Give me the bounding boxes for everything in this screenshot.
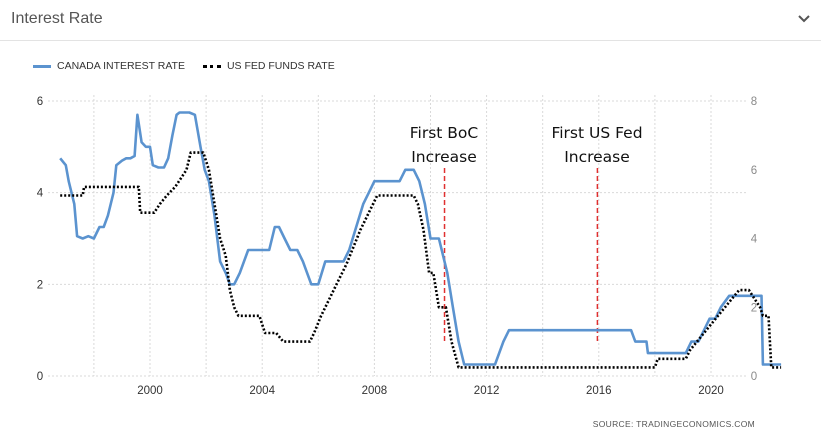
legend-label-us: US FED FUNDS RATE	[226, 60, 335, 72]
annotation-fed-line1: First US Fed	[551, 124, 642, 142]
series-lines	[59, 111, 782, 369]
y-left-tick-label: 6	[37, 96, 43, 108]
annotation-boc-line1: First BoC	[410, 124, 479, 142]
axis-ticks: 0 2 4 6 0 2 4 6 8 2000 2004 2008 2012 2016 2020	[37, 96, 758, 397]
legend-label-canada: CANADA INTEREST RATE	[57, 60, 185, 72]
legend-item-us[interactable]: US FED FUNDS RATE	[202, 60, 335, 72]
annotation-text: First BoC Increase First US Fed Increase	[410, 124, 643, 166]
panel-header: Interest Rate	[0, 0, 821, 41]
chevron-down-icon[interactable]	[796, 11, 812, 27]
y-right-tick-label: 6	[751, 165, 757, 177]
source-credit: SOURCE: TRADINGECONOMICS.COM	[592, 419, 755, 429]
y-left-tick-label: 4	[37, 188, 44, 200]
chart-legend: CANADA INTEREST RATE US FED FUNDS RATE	[33, 58, 353, 74]
x-tick-label: 2004	[249, 385, 275, 397]
grid	[48, 95, 748, 377]
x-tick-label: 2016	[586, 385, 612, 397]
y-left-tick-label: 0	[37, 371, 43, 383]
legend-swatch-us	[202, 64, 221, 68]
x-tick-label: 2008	[362, 385, 388, 397]
x-tick-label: 2000	[137, 385, 163, 397]
x-tick-label: 2012	[474, 385, 500, 397]
annotation-boc-line2: Increase	[411, 148, 477, 166]
annotation-lines	[443, 168, 599, 344]
series-line-us	[60, 151, 782, 369]
annotation-fed-line2: Increase	[564, 148, 630, 166]
y-right-tick-label: 4	[751, 234, 758, 246]
legend-item-canada[interactable]: CANADA INTEREST RATE	[33, 60, 185, 72]
panel-title: Interest Rate	[11, 10, 103, 27]
legend-swatch-canada	[33, 64, 51, 68]
series-line-canada	[59, 111, 782, 366]
y-right-tick-label: 0	[751, 371, 757, 383]
x-tick-label: 2020	[698, 385, 724, 397]
y-left-tick-label: 2	[37, 279, 43, 291]
y-right-tick-label: 8	[751, 96, 757, 108]
y-right-tick-label: 2	[751, 302, 757, 314]
